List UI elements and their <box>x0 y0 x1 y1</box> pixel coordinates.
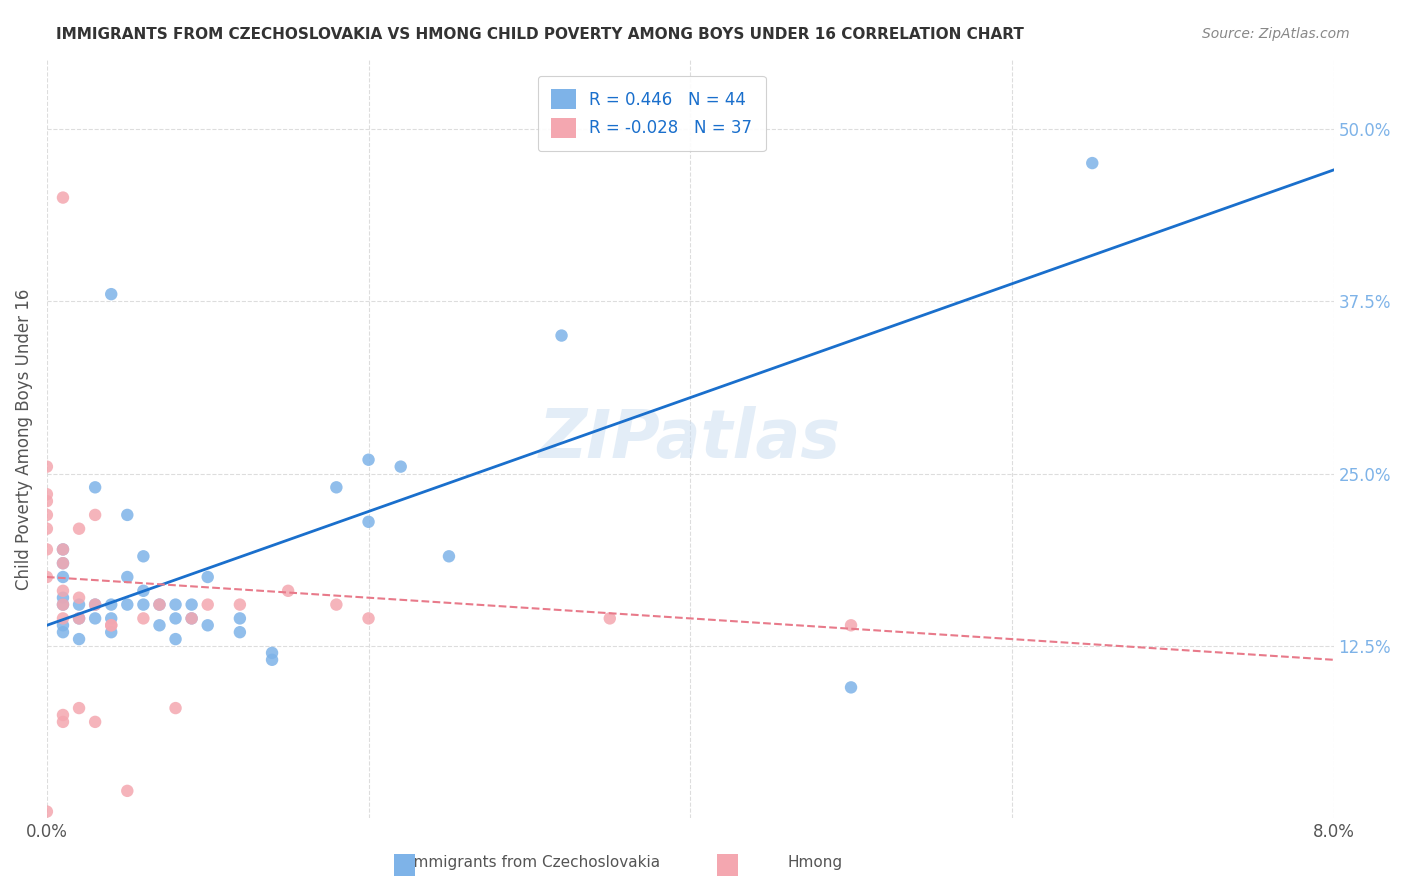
Point <box>35 542 58 557</box>
Point <box>100 618 122 632</box>
Text: IMMIGRANTS FROM CZECHOSLOVAKIA VS HMONG CHILD POVERTY AMONG BOYS UNDER 16 CORREL: IMMIGRANTS FROM CZECHOSLOVAKIA VS HMONG … <box>56 27 1024 42</box>
Point <box>52 618 75 632</box>
Point <box>132 598 155 612</box>
Point <box>132 583 155 598</box>
Point <box>165 701 187 715</box>
Point <box>52 714 75 729</box>
Point <box>35 494 58 508</box>
Point <box>839 681 862 695</box>
Point <box>148 618 170 632</box>
Point <box>84 508 107 522</box>
Point <box>67 598 90 612</box>
Point <box>52 542 75 557</box>
Point <box>839 618 862 632</box>
Text: Source: ZipAtlas.com: Source: ZipAtlas.com <box>1202 27 1350 41</box>
Point <box>35 805 58 819</box>
Point <box>100 598 122 612</box>
Point <box>67 632 90 646</box>
Point <box>52 190 75 204</box>
Point <box>132 611 155 625</box>
Point <box>35 459 58 474</box>
Point <box>1081 156 1104 170</box>
Y-axis label: Child Poverty Among Boys Under 16: Child Poverty Among Boys Under 16 <box>15 288 32 590</box>
Point <box>165 598 187 612</box>
Point <box>52 591 75 605</box>
Point <box>229 598 252 612</box>
Point <box>84 598 107 612</box>
Point <box>84 480 107 494</box>
Point <box>357 515 380 529</box>
Point <box>197 598 219 612</box>
Point <box>52 556 75 570</box>
Point <box>67 522 90 536</box>
Point <box>52 708 75 723</box>
Point <box>52 570 75 584</box>
Legend: R = 0.446   N = 44, R = -0.028   N = 37: R = 0.446 N = 44, R = -0.028 N = 37 <box>537 76 766 151</box>
Text: Hmong: Hmong <box>787 855 844 870</box>
Point <box>229 625 252 640</box>
Point <box>84 714 107 729</box>
Point <box>52 611 75 625</box>
Point <box>100 611 122 625</box>
Point <box>260 653 283 667</box>
Text: ZIPatlas: ZIPatlas <box>540 406 841 472</box>
Point <box>100 618 122 632</box>
Point <box>229 611 252 625</box>
Point <box>35 487 58 501</box>
Point <box>52 583 75 598</box>
Point <box>437 549 460 564</box>
Point <box>67 611 90 625</box>
Point <box>260 646 283 660</box>
Point <box>67 611 90 625</box>
Point <box>52 598 75 612</box>
Point <box>148 598 170 612</box>
Point <box>357 452 380 467</box>
Point <box>35 522 58 536</box>
Point <box>165 632 187 646</box>
Point <box>84 611 107 625</box>
Point <box>67 591 90 605</box>
Point <box>52 625 75 640</box>
Point <box>197 570 219 584</box>
Point <box>84 598 107 612</box>
Point <box>100 287 122 301</box>
Point <box>100 625 122 640</box>
Point <box>325 480 347 494</box>
Point <box>117 784 139 798</box>
Point <box>52 542 75 557</box>
Point <box>325 598 347 612</box>
Point <box>165 611 187 625</box>
Point <box>35 570 58 584</box>
Point <box>67 701 90 715</box>
Point <box>180 611 202 625</box>
Point <box>117 570 139 584</box>
Text: Immigrants from Czechoslovakia: Immigrants from Czechoslovakia <box>409 855 659 870</box>
Point <box>197 618 219 632</box>
Point <box>132 549 155 564</box>
Point <box>550 328 572 343</box>
Point <box>117 598 139 612</box>
Point <box>180 598 202 612</box>
Point <box>277 583 299 598</box>
Point <box>357 611 380 625</box>
Point <box>117 508 139 522</box>
Point <box>52 598 75 612</box>
Point <box>180 611 202 625</box>
Point <box>35 508 58 522</box>
Point <box>599 611 621 625</box>
Point <box>52 556 75 570</box>
Point <box>389 459 412 474</box>
Point <box>148 598 170 612</box>
